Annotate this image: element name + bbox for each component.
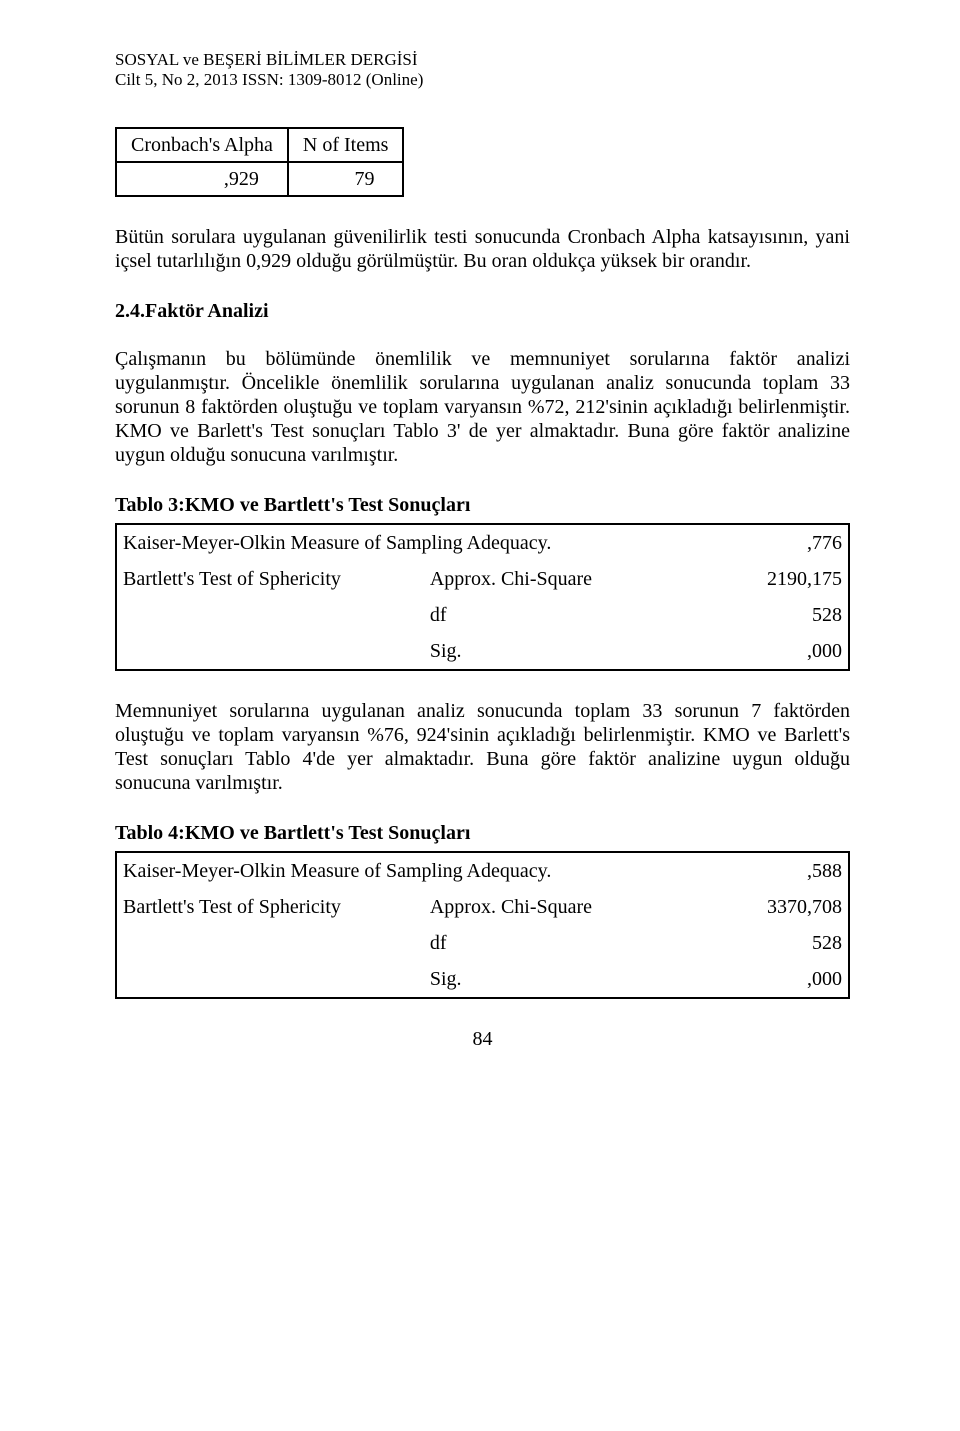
- table-row: [116, 961, 424, 998]
- paragraph-1: Bütün sorulara uygulanan güvenilirlik te…: [115, 225, 850, 273]
- table-row: 3370,708: [740, 889, 849, 925]
- table-row: ,000: [740, 633, 849, 670]
- table-row: Kaiser-Meyer-Olkin Measure of Sampling A…: [116, 852, 740, 889]
- table-row: Sig.: [424, 961, 740, 998]
- cronbach-header-1: Cronbach's Alpha: [116, 128, 288, 162]
- table-row: Approx. Chi-Square: [424, 561, 740, 597]
- table-row: 2190,175: [740, 561, 849, 597]
- kmo-bartlett-table-3: Kaiser-Meyer-Olkin Measure of Sampling A…: [115, 523, 850, 671]
- header-line-2: Cilt 5, No 2, 2013 ISSN: 1309-8012 (Onli…: [115, 70, 850, 90]
- table-row: [116, 597, 424, 633]
- table-row: Sig.: [424, 633, 740, 670]
- table-row: ,000: [740, 961, 849, 998]
- table-3-title: Tablo 3:KMO ve Bartlett's Test Sonuçları: [115, 493, 850, 517]
- kmo-bartlett-table-4: Kaiser-Meyer-Olkin Measure of Sampling A…: [115, 851, 850, 999]
- page-number: 84: [115, 1027, 850, 1051]
- paragraph-3: Memnuniyet sorularına uygulanan analiz s…: [115, 699, 850, 795]
- table-row: [116, 633, 424, 670]
- cronbach-header-2: N of Items: [288, 128, 404, 162]
- table-row: ,588: [740, 852, 849, 889]
- table-row: Kaiser-Meyer-Olkin Measure of Sampling A…: [116, 524, 740, 561]
- table-row: Approx. Chi-Square: [424, 889, 740, 925]
- cronbach-value-2: 79: [288, 162, 404, 196]
- table-row: Bartlett's Test of Sphericity: [116, 561, 424, 597]
- header-line-1: SOSYAL ve BEŞERİ BİLİMLER DERGİSİ: [115, 50, 850, 70]
- paragraph-2: Çalışmanın bu bölümünde önemlilik ve mem…: [115, 347, 850, 467]
- table-row: 528: [740, 597, 849, 633]
- section-2-4-heading: 2.4.Faktör Analizi: [115, 299, 850, 323]
- table-row: [116, 925, 424, 961]
- table-row: 528: [740, 925, 849, 961]
- cronbach-value-1: ,929: [116, 162, 288, 196]
- table-4-title: Tablo 4:KMO ve Bartlett's Test Sonuçları: [115, 821, 850, 845]
- table-row: df: [424, 597, 740, 633]
- table-row: df: [424, 925, 740, 961]
- table-row: Bartlett's Test of Sphericity: [116, 889, 424, 925]
- journal-header: SOSYAL ve BEŞERİ BİLİMLER DERGİSİ Cilt 5…: [115, 50, 850, 91]
- cronbach-alpha-table: Cronbach's Alpha N of Items ,929 79: [115, 127, 404, 197]
- table-row: ,776: [740, 524, 849, 561]
